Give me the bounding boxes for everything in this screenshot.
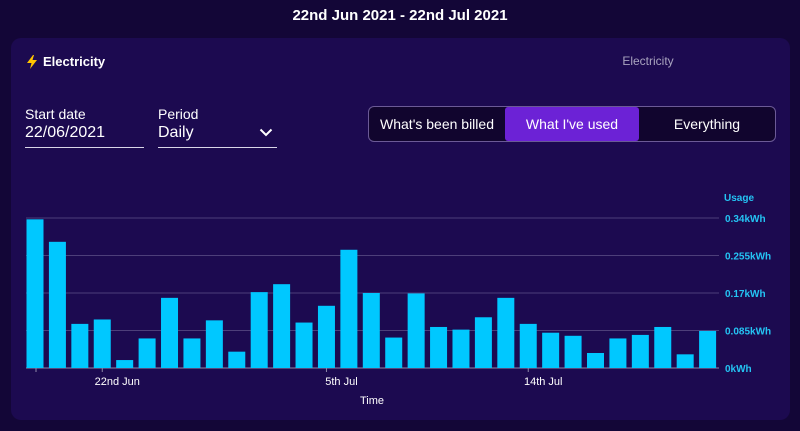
usage-bar[interactable] bbox=[205, 320, 223, 368]
usage-bar[interactable] bbox=[609, 338, 627, 368]
usage-bar[interactable] bbox=[407, 293, 425, 368]
x-tick-label: 14th Jul bbox=[524, 376, 563, 388]
start-date-label: Start date bbox=[25, 106, 86, 122]
usage-bar[interactable] bbox=[26, 219, 44, 368]
y-tick-label: 0kWh bbox=[725, 364, 752, 375]
usage-bar-chart: 0kWh 0.085kWh 0.17kWh 0.255kWh 0.34kWh 22nd J… bbox=[26, 214, 771, 388]
toggle-everything[interactable]: Everything bbox=[673, 116, 741, 132]
usage-bar[interactable] bbox=[497, 297, 515, 368]
usage-bar[interactable] bbox=[317, 305, 335, 368]
usage-bar[interactable] bbox=[138, 338, 156, 368]
section-heading: Electricity bbox=[26, 54, 105, 69]
usage-bar[interactable] bbox=[340, 249, 358, 368]
usage-bar[interactable] bbox=[183, 338, 201, 368]
usage-bar[interactable] bbox=[474, 317, 492, 368]
period-label: Period bbox=[158, 106, 199, 122]
usage-bar[interactable] bbox=[519, 323, 537, 368]
usage-bar[interactable] bbox=[295, 322, 313, 368]
x-tick-label: 5th Jul bbox=[325, 376, 357, 388]
usage-view-toggle: What's been billed What I've used Everyt… bbox=[368, 106, 776, 142]
usage-bar[interactable] bbox=[385, 337, 403, 368]
usage-bar[interactable] bbox=[273, 284, 291, 368]
usage-bar[interactable] bbox=[161, 297, 179, 368]
usage-bar[interactable] bbox=[699, 330, 717, 368]
usage-bar[interactable] bbox=[452, 329, 470, 368]
y-axis-title: Usage bbox=[724, 193, 755, 204]
y-tick-label: 0.085kWh bbox=[725, 327, 771, 338]
page-title: 22nd Jun 2021 - 22nd Jul 2021 bbox=[292, 7, 508, 24]
x-tick-label: 22nd Jun bbox=[95, 376, 140, 388]
section-title: Electricity bbox=[43, 54, 106, 69]
x-axis-title: Time bbox=[359, 395, 385, 407]
usage-bar[interactable] bbox=[71, 323, 89, 368]
start-date-input[interactable]: 22/06/2021 bbox=[25, 123, 144, 148]
usage-bar[interactable] bbox=[430, 326, 448, 368]
period-value: Daily bbox=[158, 124, 194, 141]
usage-bar[interactable] bbox=[48, 241, 66, 368]
electricity-usage-card: Electricity Electricity Start date 22/06… bbox=[11, 38, 790, 420]
usage-bar[interactable] bbox=[654, 326, 672, 368]
toggle-what-ive-used[interactable]: What I've used bbox=[505, 107, 639, 141]
usage-bar[interactable] bbox=[362, 293, 380, 368]
usage-bar[interactable] bbox=[93, 319, 111, 368]
chevron-down-icon[interactable] bbox=[259, 128, 273, 137]
fuel-type-label: Electricity bbox=[622, 54, 674, 68]
usage-bar[interactable] bbox=[676, 354, 694, 368]
usage-bar[interactable] bbox=[542, 332, 560, 368]
y-tick-label: 0.34kWh bbox=[725, 214, 766, 225]
toggle-whats-been-billed[interactable]: What's been billed bbox=[380, 116, 494, 132]
y-tick-label: 0.17kWh bbox=[725, 289, 766, 300]
usage-bar[interactable] bbox=[564, 335, 582, 368]
lightning-bolt-icon bbox=[27, 54, 37, 69]
usage-bar[interactable] bbox=[250, 292, 268, 368]
period-dropdown[interactable]: Daily bbox=[158, 123, 277, 148]
usage-bar[interactable] bbox=[587, 353, 604, 368]
period-select[interactable]: Period Daily bbox=[158, 106, 277, 148]
start-date-field[interactable]: Start date 22/06/2021 bbox=[25, 106, 144, 148]
usage-bar[interactable] bbox=[116, 360, 134, 368]
usage-bar[interactable] bbox=[228, 351, 246, 368]
y-tick-label: 0.255kWh bbox=[725, 252, 771, 263]
usage-bar[interactable] bbox=[631, 334, 649, 368]
